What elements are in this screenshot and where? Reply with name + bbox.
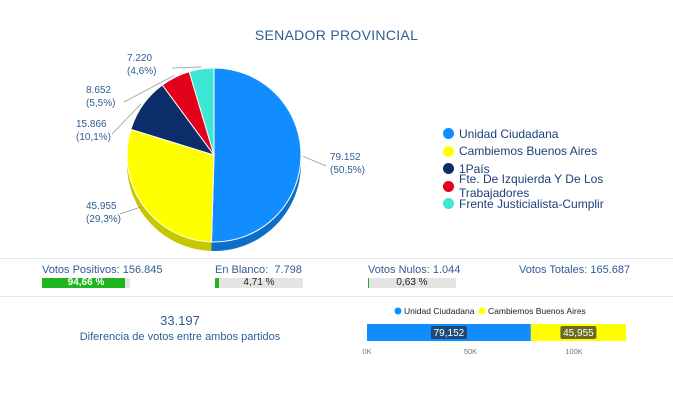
legend-label: 1País <box>459 161 490 176</box>
stat-value: 7.798 <box>274 264 302 276</box>
votos-nulos: Votos Nulos: 1.044 <box>368 264 460 276</box>
stat-label: Votos Totales: <box>519 264 588 276</box>
legend-label: Cambiemos Buenos Aires <box>459 144 598 159</box>
nulos-bar: 0,63 % <box>368 277 456 288</box>
legend-label: Frente Justicialista-Cumplir <box>459 196 604 211</box>
divider <box>0 296 673 297</box>
stat-value: 1.044 <box>432 264 461 276</box>
en-blanco: En Blanco: 7.798 <box>215 264 302 276</box>
x-tick-label: 100K <box>565 347 583 356</box>
pie-leader-line <box>119 206 142 215</box>
pie-slice <box>210 67 302 243</box>
stat-value: 165.687 <box>590 264 631 276</box>
pie-legend: Unidad Ciudadana Cambiemos Buenos Aires … <box>443 125 673 213</box>
legend-item[interactable]: Fte. De Izquierda Y De Los Trabajadores <box>443 172 673 200</box>
bar-fill <box>215 278 220 288</box>
pie-pct-label: (4,6%) <box>127 66 156 77</box>
diferencia-value: 33.197 <box>160 313 200 328</box>
legend-swatch <box>443 163 454 175</box>
bar-data-label: 45,955 <box>563 328 594 339</box>
positivos-bar: 94,66 % <box>42 277 130 288</box>
bar-data-label-bg <box>560 326 597 339</box>
bar-legend-swatch <box>478 307 486 315</box>
pie-leader-line <box>302 155 327 167</box>
votos-totales: Votos Totales: 165.687 <box>519 264 630 276</box>
legend-item[interactable]: Cambiemos Buenos Aires <box>443 143 673 161</box>
pie-value-label: 45.955 <box>86 201 117 212</box>
legend-swatch <box>443 180 454 192</box>
chart-title: SENADOR PROVINCIAL <box>254 27 419 43</box>
bar-label: 0,63 % <box>396 277 428 288</box>
x-tick-label: 50K <box>464 347 477 356</box>
bar-legend-label: Unidad Ciudadana <box>404 306 475 316</box>
pie-slice <box>126 128 215 243</box>
legend-label: Fte. De Izquierda Y De Los Trabajadores <box>459 172 604 201</box>
bar-label: 4,71 % <box>243 277 275 288</box>
legend-swatch <box>443 145 454 157</box>
pie-leader-line <box>123 74 175 103</box>
pie-pct-label: (50,5%) <box>330 165 365 176</box>
pie-value-label: 8.652 <box>86 85 111 96</box>
pie-chart: 79.152 (50,5%) 45.955 (29,3%) 15.866 (10,1%) 8… <box>76 53 365 252</box>
pie-value-label: 7.220 <box>127 53 152 64</box>
legend-item[interactable]: 1País <box>443 160 673 178</box>
pie-slice <box>188 67 215 156</box>
x-tick-label: 0K <box>362 347 371 356</box>
pie-leader-line <box>171 66 202 69</box>
stat-label: En Blanco: <box>215 264 269 276</box>
legend-item[interactable]: Unidad Ciudadana <box>443 125 673 143</box>
votos-positivos: Votos Positivos: 156.845 <box>42 264 162 276</box>
bar-data-label-bg <box>430 326 467 339</box>
legend-swatch <box>443 198 454 210</box>
bar-fill <box>368 278 370 288</box>
legend-swatch <box>443 128 454 140</box>
pie-pct-label: (10,1%) <box>76 132 111 143</box>
pie-leader-line <box>111 103 142 135</box>
pie-slice-side <box>211 155 301 252</box>
blanco-bar: 4,71 % <box>215 277 303 288</box>
pie-pct-label: (5,5%) <box>86 98 115 109</box>
bar-data-label: 79,152 <box>434 328 465 339</box>
pie-pct-label: (29,3%) <box>86 214 121 225</box>
diferencia-label: Diferencia de votos entre ambos partidos <box>79 331 281 343</box>
divider <box>0 258 673 259</box>
bar-label: 94,66 % <box>67 277 105 288</box>
legend-item[interactable]: Frente Justicialista-Cumplir <box>443 195 673 213</box>
stacked-bar-chart: Unidad Ciudadana Cambiemos Buenos Aires 79… <box>362 306 626 356</box>
bar-fill <box>42 278 126 288</box>
stat-label: Votos Positivos: <box>42 264 120 276</box>
stat-value: 156.845 <box>122 264 163 276</box>
legend-label: Unidad Ciudadana <box>459 126 559 141</box>
bar-legend-label: Cambiemos Buenos Aires <box>488 306 586 316</box>
pie-value-label: 15.866 <box>76 119 107 130</box>
pie-value-label: 79.152 <box>330 152 361 163</box>
bar-legend-swatch <box>394 307 402 315</box>
stat-label: Votos Nulos: <box>368 264 430 276</box>
